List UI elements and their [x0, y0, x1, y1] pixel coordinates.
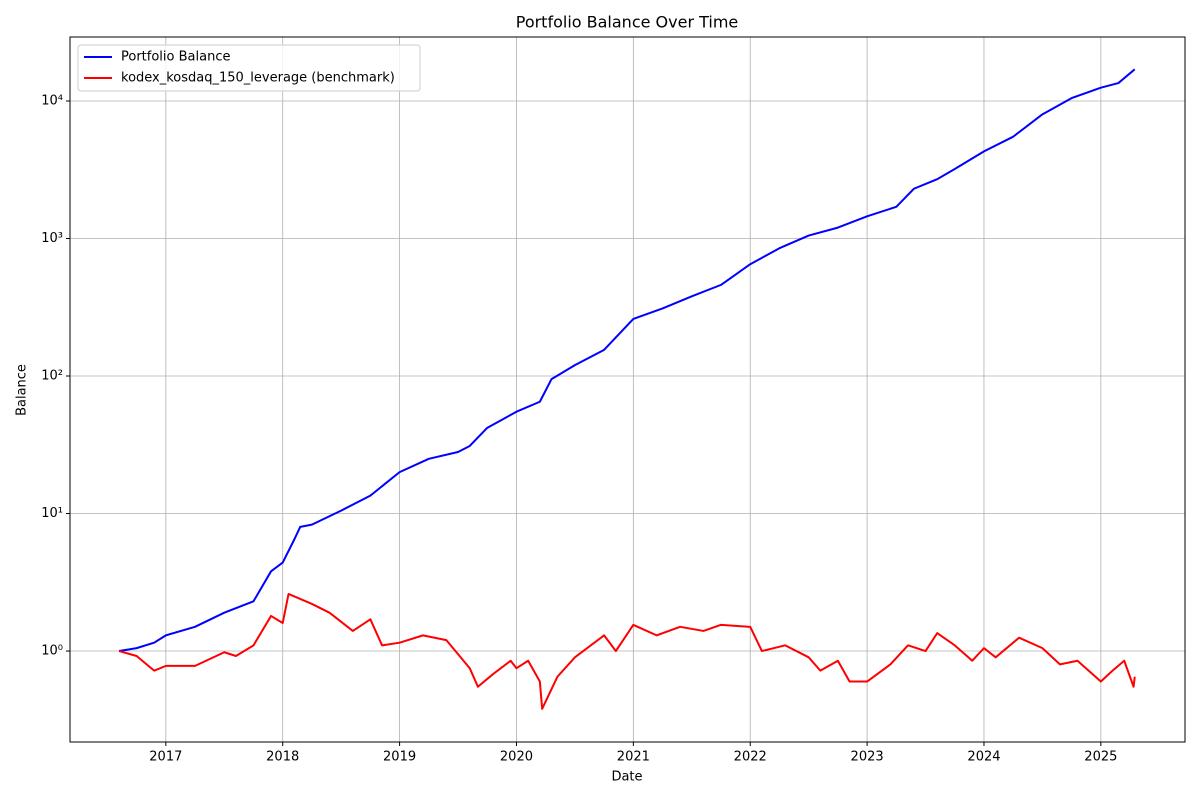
x-tick-label: 2023 — [851, 750, 884, 765]
y-tick-label: 10⁴ — [41, 93, 63, 108]
x-tick-label: 2025 — [1084, 750, 1117, 765]
x-tick-label: 2020 — [500, 750, 533, 765]
data-line — [118, 592, 1136, 710]
y-tick-label: 10¹ — [41, 506, 63, 521]
y-axis-label: Balance — [15, 364, 30, 416]
x-tick-label: 2024 — [967, 750, 1000, 765]
data-line — [118, 68, 1136, 653]
legend-box — [77, 44, 421, 92]
y-tick-label: 10² — [41, 369, 63, 384]
x-tick-label: 2022 — [734, 750, 767, 765]
plot-frame — [69, 36, 1186, 743]
legend-label: Portfolio Balance — [121, 50, 230, 65]
y-tick-label: 10³ — [41, 231, 63, 246]
x-tick-label: 2018 — [266, 750, 299, 765]
x-tick-label: 2019 — [383, 750, 416, 765]
chart-title: Portfolio Balance Over Time — [516, 13, 739, 32]
legend-label: kodex_kosdaq_150_leverage (benchmark) — [121, 71, 395, 86]
x-tick-label: 2021 — [617, 750, 650, 765]
y-tick-label: 10⁰ — [41, 644, 63, 659]
x-tick-label: 2017 — [149, 750, 182, 765]
x-axis-label: Date — [611, 770, 642, 785]
